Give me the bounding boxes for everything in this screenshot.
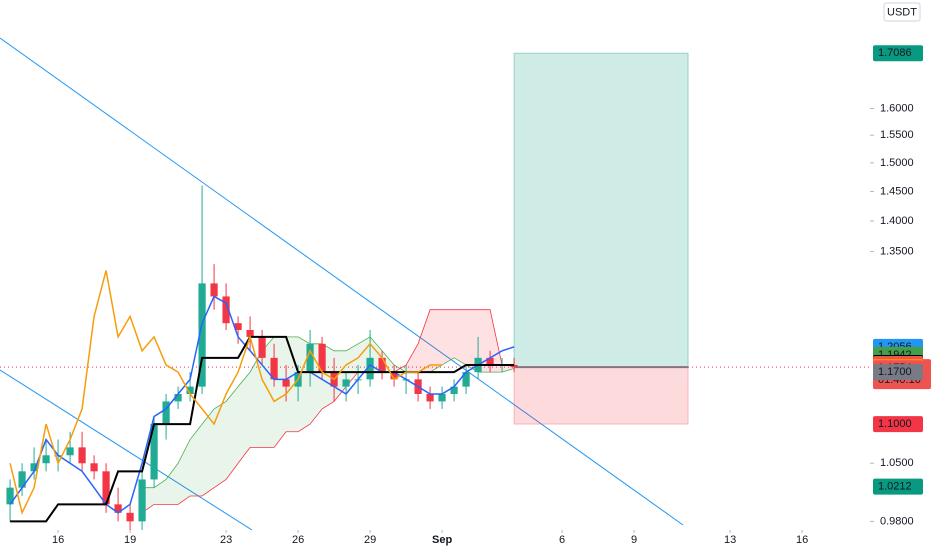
x-tick-label: 6 — [559, 534, 565, 546]
candle-body — [150, 424, 158, 480]
candle-body — [450, 386, 458, 394]
y-tick-label: 1.4500 — [880, 185, 914, 197]
cloud-fill — [274, 336, 287, 448]
cloud-fill — [430, 309, 443, 373]
candle-body — [426, 393, 434, 402]
candle-body — [246, 329, 254, 337]
y-tick-label: 1.3500 — [880, 246, 914, 258]
cloud-fill — [442, 309, 455, 365]
cloud-fill — [250, 350, 263, 448]
cloud-fill — [202, 408, 215, 496]
candle-body — [198, 283, 206, 387]
y-tick-label: 0.9800 — [880, 515, 914, 527]
price-tag — [873, 45, 923, 62]
indicator-line — [9, 270, 443, 516]
candle-body — [486, 357, 494, 365]
cloud-fill — [226, 386, 239, 480]
candle-body — [102, 471, 110, 505]
candle-body — [6, 487, 14, 505]
candle-body — [282, 379, 290, 387]
cloud-fill — [214, 401, 227, 488]
candle-body — [174, 393, 182, 402]
price-tag — [873, 478, 923, 495]
x-tick-label: 23 — [220, 534, 232, 546]
y-tick-label: 1.0500 — [880, 457, 914, 469]
candle-body — [366, 357, 374, 380]
cloud-fill — [406, 343, 419, 373]
indicator-line — [10, 335, 515, 523]
price-tag-label: 1.1000 — [878, 418, 912, 430]
currency: USDT — [887, 6, 917, 18]
candle-body — [462, 372, 470, 387]
price-tag-label: 1.0212 — [878, 481, 912, 493]
cloud-fill — [346, 343, 359, 387]
x-tick-label: 16 — [52, 534, 64, 546]
candle-body — [162, 401, 170, 425]
y-tick-label: 1.4000 — [880, 215, 914, 227]
position-target — [513, 52, 689, 368]
x-tick-label: 16 — [796, 534, 808, 546]
price-axis — [870, 0, 932, 550]
x-tick-label: 19 — [124, 534, 136, 546]
position-stop — [513, 366, 689, 425]
candle-body — [378, 357, 386, 373]
candle-body — [30, 463, 38, 472]
x-tick-label: 26 — [292, 534, 304, 546]
cloud-fill — [418, 309, 431, 373]
cloud-fill — [454, 309, 467, 365]
candle-body — [438, 393, 446, 402]
candle-body — [222, 296, 230, 324]
price-tag — [873, 364, 923, 381]
candle-body — [78, 447, 86, 464]
price-tag — [873, 416, 923, 433]
candle-body — [258, 336, 266, 358]
cloud-fill — [466, 309, 479, 373]
indicator-line — [9, 295, 515, 514]
candle-body — [342, 379, 350, 387]
cloud-fill — [478, 309, 491, 373]
candle-body — [114, 504, 122, 513]
x-tick-label: 13 — [724, 534, 736, 546]
trend-line — [0, 37, 684, 526]
candle-body — [210, 283, 218, 297]
y-tick-label: 1.6000 — [880, 102, 914, 114]
candle-body — [234, 323, 242, 330]
currency-box — [883, 2, 921, 22]
x-tick-label: Sep — [432, 534, 452, 546]
candle-body — [138, 479, 146, 522]
candle-body — [42, 455, 50, 464]
candle-body — [270, 357, 278, 380]
span-b-line — [141, 309, 515, 514]
candle-body — [126, 512, 134, 522]
candle-body — [18, 471, 26, 488]
candle-body — [390, 372, 398, 380]
y-tick-label: 1.5000 — [880, 157, 914, 169]
x-tick-label: 9 — [631, 534, 637, 546]
candle-body — [510, 364, 518, 368]
candle-body — [186, 386, 194, 394]
cloud-fill — [166, 463, 179, 505]
cloud-fill — [178, 439, 191, 505]
cloud-fill — [190, 424, 203, 496]
candle-body — [66, 447, 74, 456]
candle-body — [306, 343, 314, 373]
span-a-line — [142, 336, 515, 489]
candle-body — [90, 463, 98, 472]
price-tag-label: 1.1700 — [878, 366, 912, 378]
plot-area — [0, 37, 870, 530]
trend-line — [0, 369, 253, 530]
price-tag-label: 1.7086 — [878, 47, 912, 59]
y-tick-label: 1.5500 — [880, 129, 914, 141]
cloud-fill — [238, 372, 251, 464]
x-tick-label: 29 — [364, 534, 376, 546]
candle-body — [318, 343, 326, 373]
